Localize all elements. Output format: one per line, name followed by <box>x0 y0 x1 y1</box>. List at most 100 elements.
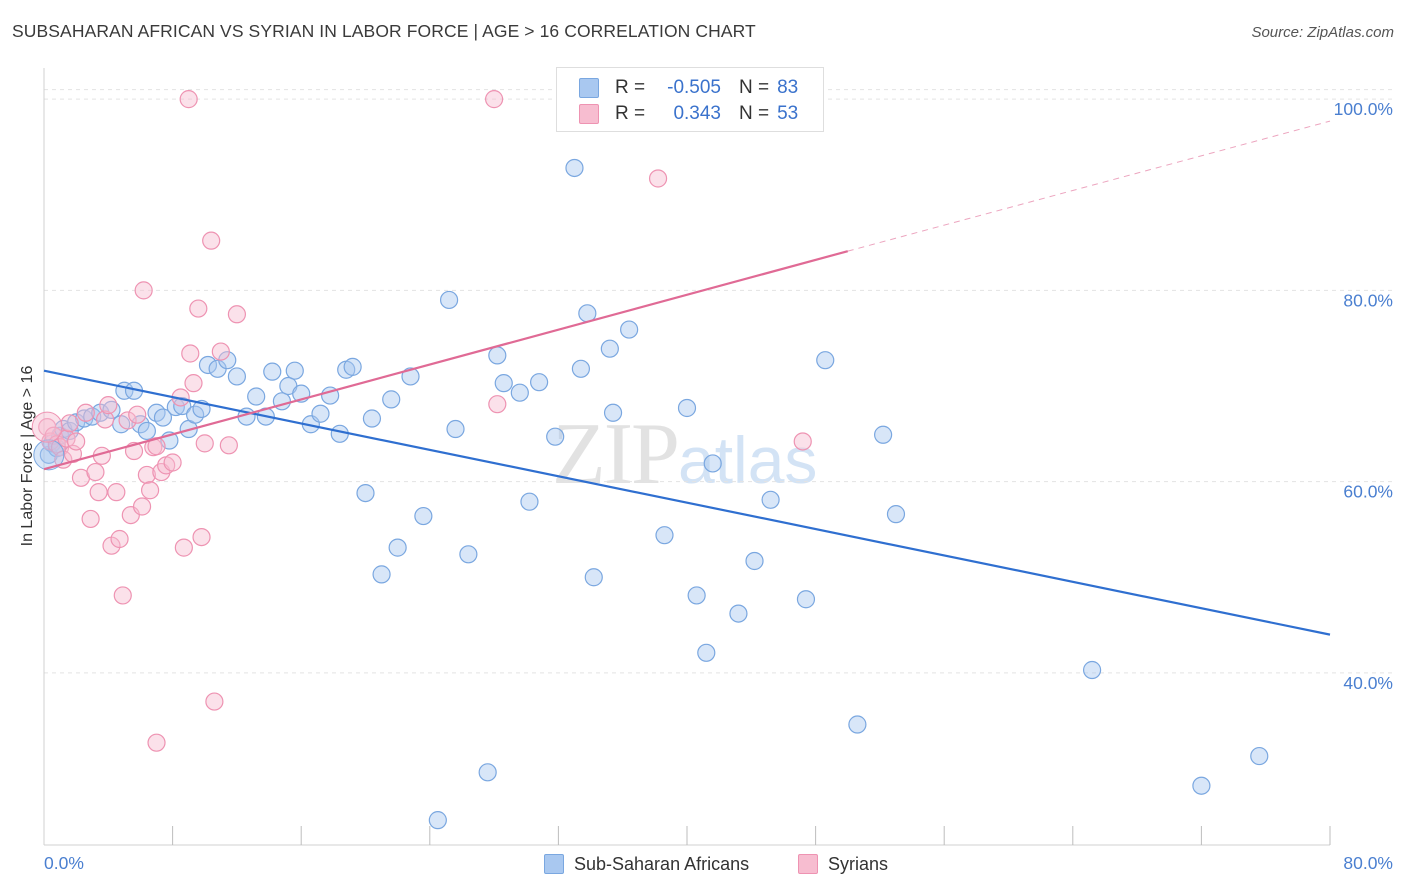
subsaharan-point <box>494 374 513 393</box>
syrian-point <box>163 453 182 472</box>
syrian-point <box>205 692 224 711</box>
y-tick-label: 60.0% <box>1343 482 1393 502</box>
syrian-point <box>195 434 214 453</box>
syrian-point <box>134 281 153 300</box>
subsaharan-trendline <box>43 369 1331 636</box>
subsaharan-point <box>330 424 349 443</box>
syrian-point <box>485 90 504 109</box>
subsaharan-point <box>565 158 584 178</box>
syrian-point <box>189 299 208 318</box>
subsaharan-point <box>703 454 722 473</box>
syrian-point <box>793 432 812 451</box>
subsaharan-point <box>362 409 382 428</box>
series-label-syrians: Syrians <box>828 853 889 874</box>
legend-n-label: N = <box>739 77 770 98</box>
syrian-point <box>488 395 507 414</box>
subsaharan-point <box>546 427 565 446</box>
legend-row-subsaharan: R = -0.505 N = 83 <box>579 76 798 100</box>
subsaharan-point <box>227 367 246 386</box>
subsaharan-point <box>571 359 591 378</box>
subsaharan-point <box>247 387 266 406</box>
subsaharan-point <box>414 506 433 526</box>
y-tick-label: 80.0% <box>1343 290 1393 310</box>
subsaharan-point <box>584 568 603 587</box>
syrian-point <box>107 483 126 502</box>
syrian-point <box>192 527 211 547</box>
y-tick-label: 100.0% <box>1334 99 1393 119</box>
subsaharan-point <box>1250 746 1269 766</box>
subsaharan-point <box>874 425 893 444</box>
subsaharan-point <box>343 357 362 376</box>
syrian-point <box>137 465 156 485</box>
syrian-point <box>95 410 115 429</box>
legend-swatch-syrians <box>579 104 599 124</box>
syrian-point <box>86 462 105 482</box>
legend-n-label: N = <box>739 103 770 124</box>
watermark-zip: ZIP <box>552 406 680 503</box>
syrian-trendline <box>43 250 849 471</box>
subsaharan-point <box>816 351 835 370</box>
subsaharan-point <box>372 565 391 584</box>
legend-r-value: -0.505 <box>667 77 721 98</box>
source-credit: Source: ZipAtlas.com <box>1251 24 1394 41</box>
subsaharan-point <box>446 419 465 439</box>
subsaharan-point <box>428 811 447 830</box>
series-swatch-syrians <box>798 854 818 874</box>
subsaharan-point <box>848 715 867 734</box>
subsaharan-point <box>530 373 549 392</box>
syrian-point <box>147 733 166 752</box>
syrian-point <box>118 411 137 430</box>
subsaharan-point <box>401 367 420 386</box>
subsaharan-point <box>687 586 706 605</box>
subsaharan-point <box>285 361 304 380</box>
subsaharan-point <box>137 421 156 441</box>
syrian-point <box>181 344 200 363</box>
subsaharan-point <box>677 398 697 418</box>
syrian-point <box>174 538 193 557</box>
series-swatch-subsaharan <box>544 854 564 874</box>
correlation-legend: R = -0.505 N = 83 R = 0.343 N = 53 <box>556 67 824 132</box>
x-tick-label: 80.0% <box>1343 853 1393 873</box>
subsaharan-point <box>603 403 623 422</box>
series-legend-syrians: Syrians <box>798 852 888 876</box>
syrian-point <box>128 405 147 424</box>
syrian-point <box>648 169 668 188</box>
subsaharan-point <box>745 551 764 571</box>
subsaharan-point <box>510 383 529 402</box>
zipatlas-watermark: ZIPatlas <box>552 404 817 505</box>
subsaharan-point <box>388 538 407 557</box>
syrian-trendline-extension <box>847 120 1331 252</box>
chart-title: SUBSAHARAN AFRICAN VS SYRIAN IN LABOR FO… <box>12 21 756 41</box>
subsaharan-point <box>600 339 619 358</box>
syrian-point <box>60 414 79 433</box>
y-tick-label: 40.0% <box>1343 673 1393 693</box>
legend-r-value: 0.343 <box>673 103 721 124</box>
syrian-point <box>110 529 129 549</box>
syrian-point <box>99 396 118 415</box>
subsaharan-point <box>655 526 674 545</box>
subsaharan-point <box>478 763 497 782</box>
legend-r-label: R = <box>615 103 646 124</box>
syrian-point <box>132 497 152 516</box>
subsaharan-point <box>153 408 173 427</box>
watermark-atlas: atlas <box>678 423 818 497</box>
subsaharan-point <box>1082 660 1102 680</box>
series-legend-subsaharan: Sub-Saharan Africans <box>544 852 749 876</box>
subsaharan-point <box>263 362 282 381</box>
subsaharan-point <box>697 643 716 662</box>
syrian-point <box>89 483 108 502</box>
subsaharan-point <box>356 484 375 503</box>
syrian-point <box>219 436 238 455</box>
syrian-point <box>179 90 198 109</box>
subsaharan-point <box>886 505 906 524</box>
subsaharan-point <box>796 590 816 609</box>
subsaharan-point <box>459 545 478 564</box>
syrian-point <box>67 432 86 451</box>
subsaharan-point <box>1192 776 1211 795</box>
subsaharan-point <box>620 320 639 339</box>
legend-n-value: 53 <box>777 103 799 124</box>
subsaharan-point <box>439 290 459 310</box>
syrian-point <box>113 586 132 605</box>
subsaharan-point <box>311 404 330 423</box>
